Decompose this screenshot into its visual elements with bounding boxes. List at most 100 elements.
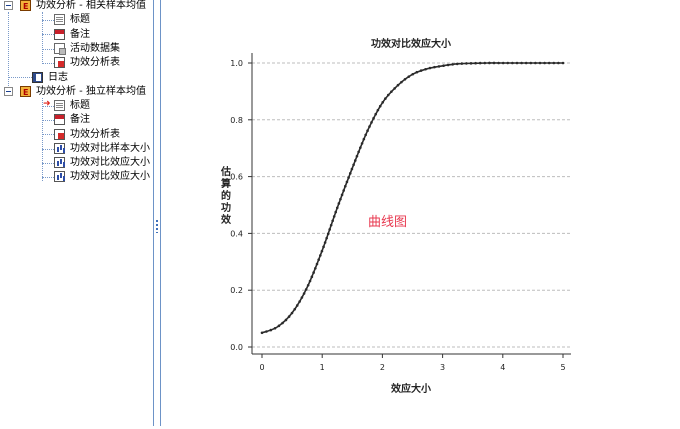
x-tick-label: 3 xyxy=(440,363,445,372)
tree-item-label: 活动数据集 xyxy=(70,43,120,54)
tree-item-label: 功效对比效应大小 xyxy=(70,157,150,168)
data-point xyxy=(446,63,450,67)
tree-connector xyxy=(42,149,54,150)
data-point xyxy=(469,62,473,65)
data-point xyxy=(501,61,505,65)
data-point xyxy=(393,87,396,90)
data-point xyxy=(344,184,347,188)
data-point xyxy=(374,112,377,116)
data-point xyxy=(335,206,339,210)
chart-icon xyxy=(54,171,65,182)
tree-item-label: 备注 xyxy=(70,29,90,40)
tree-item-label: 功效分析表 xyxy=(70,57,120,68)
data-point xyxy=(451,63,454,66)
data-point xyxy=(506,61,510,65)
tree-line xyxy=(42,12,43,64)
data-point xyxy=(407,75,411,78)
data-point xyxy=(325,236,328,240)
data-point xyxy=(317,258,320,262)
y-axis-label: 估算的功效 xyxy=(220,165,232,226)
tree-item-paired-means[interactable]: 功效分析 - 相关样本均值 xyxy=(20,0,156,13)
data-point xyxy=(488,61,491,65)
tree-item-notes[interactable]: 备注 xyxy=(54,113,154,126)
x-tick-label: 0 xyxy=(259,363,264,372)
data-point xyxy=(529,61,533,65)
series-line xyxy=(261,62,563,334)
tree-item-label: 标题 xyxy=(70,14,90,25)
tree-item-title[interactable]: 标题 xyxy=(54,99,154,112)
data-point xyxy=(561,61,565,65)
data-point xyxy=(381,101,384,104)
data-point xyxy=(552,61,556,65)
collapse-toggle-icon[interactable] xyxy=(4,87,13,96)
data-point xyxy=(370,121,373,124)
chart-icon xyxy=(54,143,65,154)
data-point xyxy=(433,65,436,69)
tree-item-power-vs-sample-size[interactable]: 功效对比样本大小 xyxy=(54,142,156,155)
data-point xyxy=(396,83,400,87)
splitter-grip-icon[interactable] xyxy=(156,219,158,233)
tree-item-log[interactable]: 日志 xyxy=(32,71,132,84)
data-point xyxy=(290,311,294,315)
tree-item-label: 备注 xyxy=(70,114,90,125)
data-point xyxy=(419,69,423,72)
data-point xyxy=(312,271,315,274)
data-point xyxy=(331,219,334,223)
tree-line xyxy=(42,98,43,181)
data-point xyxy=(323,241,327,244)
data-point xyxy=(359,146,362,149)
data-point xyxy=(424,67,427,71)
tree-item-power-table[interactable]: 功效分析表 xyxy=(54,56,154,69)
data-point xyxy=(415,70,419,74)
collapse-toggle-icon[interactable] xyxy=(4,1,13,10)
data-point xyxy=(364,133,367,137)
y-tick-label: 1.0 xyxy=(230,59,243,68)
splitter-line xyxy=(160,0,161,426)
tree-item-notes[interactable]: 备注 xyxy=(54,28,154,41)
tree-line xyxy=(8,12,9,92)
tree-connector xyxy=(8,77,32,78)
tree-item-power-vs-effect-size[interactable]: 功效对比效应大小 xyxy=(54,156,156,169)
data-point xyxy=(366,129,369,133)
data-point xyxy=(342,189,345,192)
tree-item-label: 日志 xyxy=(48,72,68,83)
data-point xyxy=(376,108,380,112)
tree-connector xyxy=(42,34,54,35)
data-point xyxy=(337,202,341,205)
y-tick-label: 0.0 xyxy=(230,343,243,352)
chart-title: 功效对比效应大小 xyxy=(371,37,451,50)
data-point xyxy=(428,66,432,70)
data-point xyxy=(372,116,375,120)
y-tick-label: 0.8 xyxy=(230,116,243,125)
data-point xyxy=(355,154,359,158)
log-icon xyxy=(32,72,43,83)
data-point xyxy=(348,172,352,175)
data-point xyxy=(360,142,364,145)
data-point xyxy=(347,176,350,179)
tree-item-active-dataset[interactable]: 活动数据集 xyxy=(54,42,154,55)
data-point xyxy=(460,62,464,65)
x-tick-label: 1 xyxy=(320,363,325,372)
book-icon xyxy=(20,0,31,13)
tree-connector xyxy=(42,49,54,50)
tree-item-title[interactable]: 标题 xyxy=(54,13,154,26)
data-point xyxy=(511,61,514,65)
tree-connector xyxy=(42,163,54,164)
data-point xyxy=(497,61,500,65)
data-point xyxy=(277,324,281,328)
data-point xyxy=(437,65,441,68)
tree-item-power-table[interactable]: 功效分析表 xyxy=(54,128,154,141)
pane-splitter[interactable] xyxy=(153,0,161,426)
tree-item-independent-means[interactable]: 功效分析 - 独立样本均值 xyxy=(20,85,156,99)
data-point xyxy=(357,150,360,154)
title-doc-icon xyxy=(54,100,65,111)
data-point xyxy=(524,61,528,65)
data-point xyxy=(442,64,445,67)
data-point xyxy=(403,78,407,81)
data-point xyxy=(543,61,546,65)
tree-item-power-vs-effect-size[interactable]: 功效对比效应大小 xyxy=(54,170,156,183)
data-point xyxy=(306,283,310,287)
chart-gridlines xyxy=(252,62,571,348)
